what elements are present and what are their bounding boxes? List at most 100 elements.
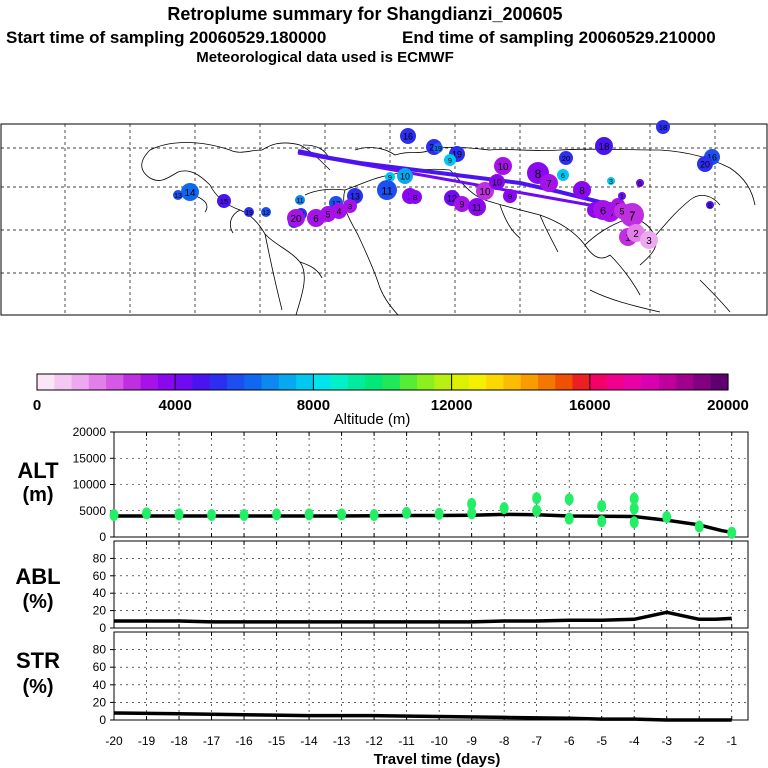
cluster-altitude-point — [564, 512, 574, 525]
cluster-marker-dot — [454, 196, 470, 212]
cluster-markers: 1620191818169201914131915121110911131214… — [173, 120, 720, 249]
colorbar-cell — [624, 374, 643, 390]
cluster-marker-dot — [476, 182, 494, 200]
cluster-marker-dot — [331, 203, 347, 219]
cluster-marker-label: 3 — [609, 179, 613, 186]
cluster-altitude-point — [597, 500, 607, 513]
colorbar-cell — [589, 374, 608, 390]
cluster-marker-label: 11 — [472, 203, 483, 214]
cluster-marker: 10 — [489, 174, 505, 190]
colorbar-cell — [382, 374, 401, 390]
cluster-marker-dot — [377, 180, 397, 200]
x-tick-label: -4 — [629, 734, 640, 748]
colorbar-cell — [88, 374, 107, 390]
colorbar-cell — [278, 374, 297, 390]
x-tick-label: -19 — [138, 734, 156, 748]
colorbar-tick-label: 0 — [33, 397, 41, 414]
colorbar-tick-label: 12000 — [431, 397, 473, 414]
colorbar-cell — [710, 374, 729, 390]
colorbar-cell — [313, 374, 332, 390]
x-tick-label: -1 — [726, 734, 737, 748]
cluster-altitude-point — [467, 497, 477, 510]
x-tick-label: -16 — [235, 734, 253, 748]
colorbar-tick-label: 4000 — [159, 397, 192, 414]
cluster-marker-dot — [343, 199, 357, 213]
cluster-marker-label: 9 — [448, 158, 452, 165]
cluster-marker-label: 8 — [413, 193, 417, 202]
cluster-marker-label: 3 — [646, 236, 652, 247]
cluster-marker: 11 — [377, 180, 397, 200]
y-tick-label: 80 — [93, 643, 107, 657]
cluster-marker-label: 1 — [620, 194, 624, 201]
x-tick-label: -2 — [694, 734, 705, 748]
cluster-marker-dot — [656, 120, 670, 134]
cluster-marker-label: 5 — [326, 210, 331, 220]
cluster-marker-label: 7 — [546, 179, 552, 190]
cluster-marker-label: 16 — [707, 153, 717, 163]
cluster-marker-dot — [557, 169, 569, 181]
cluster-marker-label: 4 — [337, 207, 342, 217]
cluster-marker: 9 — [454, 196, 470, 212]
cluster-marker: 3 — [343, 199, 357, 213]
y-tick-label: 40 — [93, 586, 107, 600]
colorbar-cell — [365, 374, 384, 390]
cluster-altitude-point — [694, 520, 704, 533]
cluster-marker-label: 14 — [185, 188, 196, 199]
cluster-altitude-point — [272, 508, 282, 521]
cluster-marker-label: 18 — [599, 142, 610, 153]
colorbar-cell — [399, 374, 418, 390]
colorbar-cell — [347, 374, 366, 390]
y-tick-label: 60 — [93, 660, 107, 674]
cluster-altitude-point — [467, 507, 477, 520]
cluster-marker-dot — [494, 157, 512, 175]
cluster-marker: 4 — [331, 203, 347, 219]
colorbar-cell — [503, 374, 522, 390]
colorbar-ticks: 0 4000 8000 12000 16000 20000 — [33, 374, 749, 414]
colorbar-cell — [37, 374, 55, 390]
cluster-altitude-point — [304, 508, 314, 521]
cluster-marker: 20 — [559, 151, 573, 165]
cluster-marker: 5 — [614, 203, 630, 219]
cluster-altitude-point — [629, 516, 639, 529]
colorbar-cell — [330, 374, 349, 390]
cluster-marker: 14 — [181, 183, 199, 201]
x-tick-label: -10 — [430, 734, 448, 748]
cluster-marker-label: 6 — [313, 214, 319, 225]
colorbar-cell — [123, 374, 142, 390]
chart-title: Retroplume summary for Shangdianzi_20060… — [167, 4, 563, 24]
x-tick-label: -13 — [333, 734, 351, 748]
cluster-altitude-point — [532, 504, 542, 517]
cluster-marker: 6 — [636, 179, 644, 188]
cluster-marker-label: 10 — [400, 172, 410, 182]
cluster-marker-dot — [503, 189, 517, 203]
cluster-altitude-point — [499, 502, 509, 515]
cluster-marker-label: 9 — [388, 175, 392, 182]
cluster-marker: 20 — [697, 156, 713, 172]
colorbar-cell — [54, 374, 73, 390]
x-tick-label: -7 — [531, 734, 542, 748]
y-tick-label: 15000 — [73, 451, 107, 465]
cluster-marker-label: 8 — [708, 203, 712, 210]
y-tick-label: 20 — [93, 604, 107, 618]
cluster-marker-dot — [433, 143, 443, 153]
x-tick-label: -11 — [398, 734, 415, 748]
cluster-altitude-point — [142, 507, 152, 520]
cluster-marker-label: 9 — [460, 200, 465, 210]
colorbar-cells — [37, 374, 729, 390]
cluster-marker-label: 16 — [403, 132, 413, 142]
colorbar-cell — [486, 374, 505, 390]
cluster-marker: 19 — [244, 207, 254, 217]
colorbar-cell — [140, 374, 159, 390]
cluster-marker-dot — [400, 128, 416, 144]
cluster-marker-label: 2 — [633, 229, 639, 240]
cluster-marker-label: 12 — [262, 210, 270, 217]
colorbar-cell — [676, 374, 695, 390]
cluster-marker-label: 11 — [296, 198, 303, 205]
panel-frame — [113, 631, 749, 721]
cluster-marker-dot — [444, 154, 456, 166]
cluster-marker: 3 — [607, 177, 615, 186]
cluster-marker: 18 — [656, 120, 670, 134]
y-tick-label: 80 — [93, 551, 107, 565]
cluster-marker: 8 — [573, 181, 591, 199]
x-tick-label: -14 — [300, 734, 318, 748]
